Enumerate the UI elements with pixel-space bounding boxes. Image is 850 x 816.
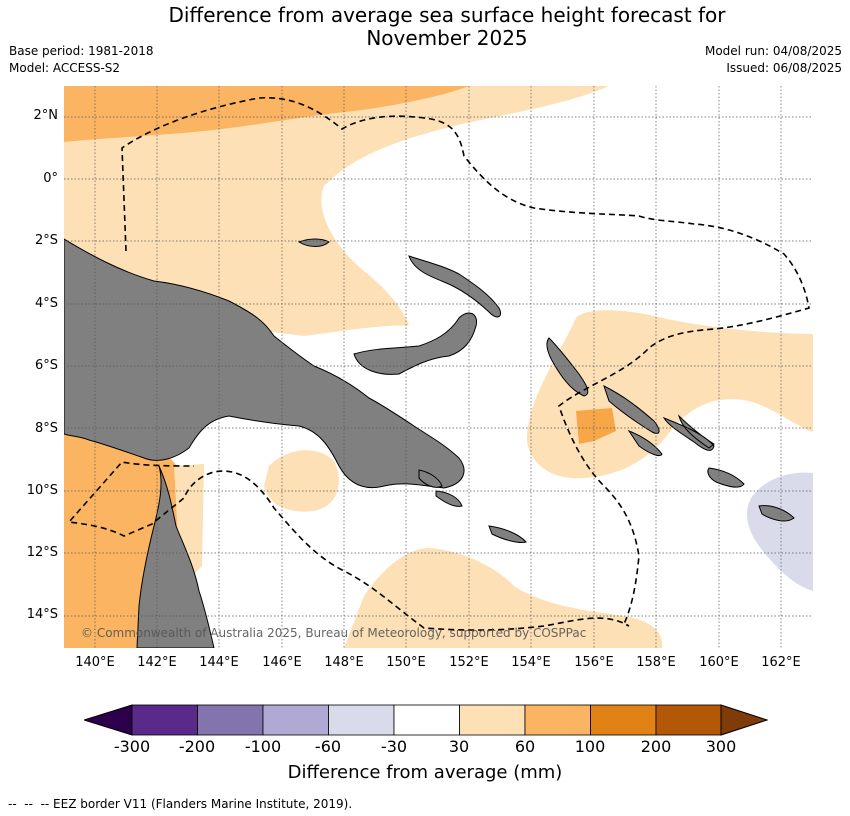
lat-label-12s: 12°S — [26, 545, 58, 560]
cbar-tick-2: -200 — [178, 737, 216, 756]
lon-label-152e: 152°E — [449, 655, 489, 670]
lon-label-158e: 158°E — [636, 655, 676, 670]
lat-label-8s: 8°S — [34, 421, 58, 436]
cbar-tick-5: -30 — [380, 737, 408, 756]
lat-label-6s: 6°S — [34, 358, 58, 373]
colorbar-under-arrow — [84, 704, 133, 736]
cbar-tick-9: 200 — [640, 737, 672, 756]
anomaly-mid-orange-northwest — [64, 86, 469, 142]
title-line-1: Difference from average sea surface heig… — [168, 3, 726, 27]
chart-title: Difference from average sea surface heig… — [0, 4, 850, 50]
meta-left: Base period: 1981-2018 Model: ACCESS-S2 — [9, 43, 154, 77]
colorbar — [84, 704, 768, 736]
colorbar-bin-5 — [393, 704, 460, 736]
lon-label-160e: 160°E — [699, 655, 739, 670]
model-run: Model run: 04/08/2025 — [704, 44, 842, 58]
land-dentrecasteaux — [418, 469, 463, 507]
lat-label-0: 0° — [43, 171, 58, 186]
map-svg: © Commonwealth of Australia 2025, Bureau… — [64, 86, 813, 648]
land-new-britain — [353, 312, 478, 375]
anomaly-light-purple-east — [747, 472, 813, 591]
lon-label-154e: 154°E — [511, 655, 551, 670]
meta-right: Model run: 04/08/2025 Issued: 06/08/2025 — [705, 43, 842, 77]
land-cape-york — [136, 465, 215, 648]
lat-label-2n: 2°N — [33, 108, 59, 123]
cbar-tick-6: 30 — [448, 737, 470, 756]
land-vanuatu-north — [758, 505, 795, 522]
lat-label-10s: 10°S — [26, 483, 58, 498]
cbar-tick-7: 60 — [514, 737, 536, 756]
colorbar-bin-7 — [524, 704, 591, 736]
land-louisiade — [488, 525, 527, 543]
cbar-tick-3: -100 — [244, 737, 282, 756]
issued-date: Issued: 06/08/2025 — [726, 61, 842, 75]
cbar-tick-4: -60 — [314, 737, 342, 756]
colorbar-bin-6 — [459, 704, 526, 736]
grid-lines — [64, 86, 813, 648]
colorbar-bin-2 — [197, 704, 264, 736]
land-solomon-islands — [603, 385, 715, 457]
colorbar-label: Difference from average (mm) — [287, 762, 563, 783]
anomaly-light-orange-east — [526, 310, 813, 479]
map-panel: © Commonwealth of Australia 2025, Bureau… — [64, 86, 813, 648]
anomaly-light-orange-center — [264, 450, 339, 512]
lon-label-146e: 146°E — [262, 655, 302, 670]
lon-label-140e: 140°E — [75, 655, 115, 670]
base-period: Base period: 1981-2018 — [9, 44, 154, 58]
cbar-tick-8: 100 — [574, 737, 606, 756]
land-new-ireland — [408, 255, 502, 318]
colorbar-bin-1 — [131, 704, 198, 736]
model-name: Model: ACCESS-S2 — [9, 61, 121, 75]
copyright-notice: © Commonwealth of Australia 2025, Bureau… — [81, 626, 586, 640]
lon-label-142e: 142°E — [137, 655, 177, 670]
anomaly-mid-orange-east — [576, 408, 616, 444]
colorbar-bin-3 — [262, 704, 329, 736]
lat-label-2s: 2°S — [34, 233, 58, 248]
cbar-tick-1: -300 — [113, 737, 151, 756]
cbar-tick-10: 300 — [705, 737, 737, 756]
lat-label-4s: 4°S — [34, 296, 58, 311]
land-new-guinea — [64, 238, 465, 489]
land-bougainville — [546, 337, 589, 397]
lon-label-148e: 148°E — [324, 655, 364, 670]
lat-label-14s: 14°S — [26, 607, 58, 622]
land-guadalcanal — [707, 467, 745, 488]
colorbar-bin-4 — [328, 704, 395, 736]
lon-label-162e: 162°E — [761, 655, 801, 670]
title-line-2: November 2025 — [366, 26, 528, 50]
colorbar-bin-9 — [655, 704, 722, 736]
colorbar-over-arrow — [720, 704, 768, 736]
eez-border-png — [67, 96, 810, 631]
eez-footnote: -- -- -- EEZ border V11 (Flanders Marine… — [8, 797, 353, 811]
lon-label-144e: 144°E — [199, 655, 239, 670]
lon-label-150e: 150°E — [386, 655, 426, 670]
anomaly-light-orange-north — [64, 86, 609, 336]
colorbar-bin-8 — [590, 704, 657, 736]
anomaly-light-orange-south — [344, 548, 663, 648]
lon-label-156e: 156°E — [574, 655, 614, 670]
